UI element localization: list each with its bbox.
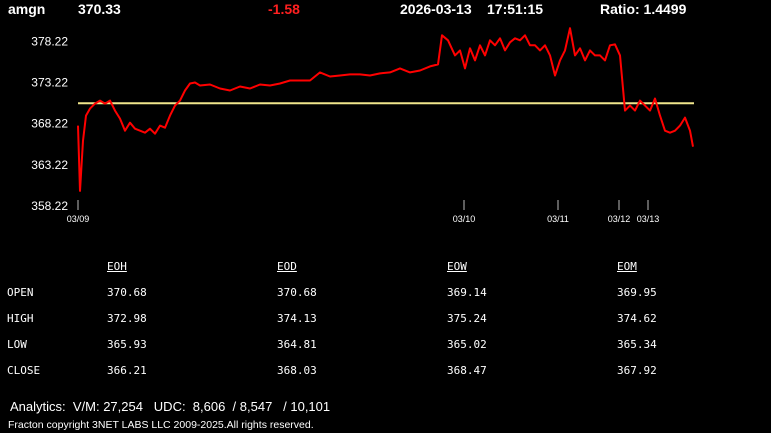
cell: 374.62 [617,312,657,325]
column-header: EOH [107,260,127,273]
change: -1.58 [268,1,300,17]
cell: 369.95 [617,286,657,299]
cell: 365.02 [447,338,487,351]
x-tick-label: 03/10 [453,214,476,224]
ratio: Ratio: 1.4499 [600,1,687,17]
row-label: CLOSE [7,364,41,377]
copyright: Fracton copyright 3NET LABS LLC 2009-202… [8,419,314,431]
y-tick-label: 378.22 [31,34,68,48]
analytics: Analytics: V/M: 27,254 UDC: 8,606 / 8,54… [10,399,331,414]
cell: 364.81 [277,338,317,351]
cell: 370.68 [277,286,317,299]
cell: 375.24 [447,312,487,325]
price: 370.33 [78,1,121,17]
x-tick-label: 03/13 [637,214,660,224]
cell: 365.34 [617,338,657,351]
cell: 372.98 [107,312,147,325]
x-tick-label: 03/11 [547,214,569,224]
symbol: amgn [8,1,46,17]
cell: 368.03 [277,364,317,377]
x-tick-label: 03/09 [67,214,90,224]
time: 17:51:15 [487,1,544,17]
column-header: EOM [617,260,637,273]
column-header: EOD [277,260,297,273]
x-tick-label: 03/12 [608,214,631,224]
cell: 369.14 [447,286,487,299]
column-header: EOW [447,260,467,273]
cell: 367.92 [617,364,657,377]
cell: 374.13 [277,312,317,325]
y-tick-label: 363.22 [31,158,68,172]
cell: 370.68 [107,286,147,299]
chart: 358.22 363.22 368.22 373.22 378.22 03/09 03/10… [31,27,694,224]
row-label: LOW [7,338,27,351]
y-tick-label: 368.22 [31,117,68,131]
price-line [77,27,694,192]
row-label: HIGH [7,312,34,325]
cell: 365.93 [107,338,147,351]
y-tick-label: 373.22 [31,75,68,89]
cell: 366.21 [107,364,147,377]
row-label: OPEN [7,286,34,299]
y-tick-label: 358.22 [31,199,68,213]
cell: 368.47 [447,364,487,377]
date: 2026-03-13 [400,1,472,17]
